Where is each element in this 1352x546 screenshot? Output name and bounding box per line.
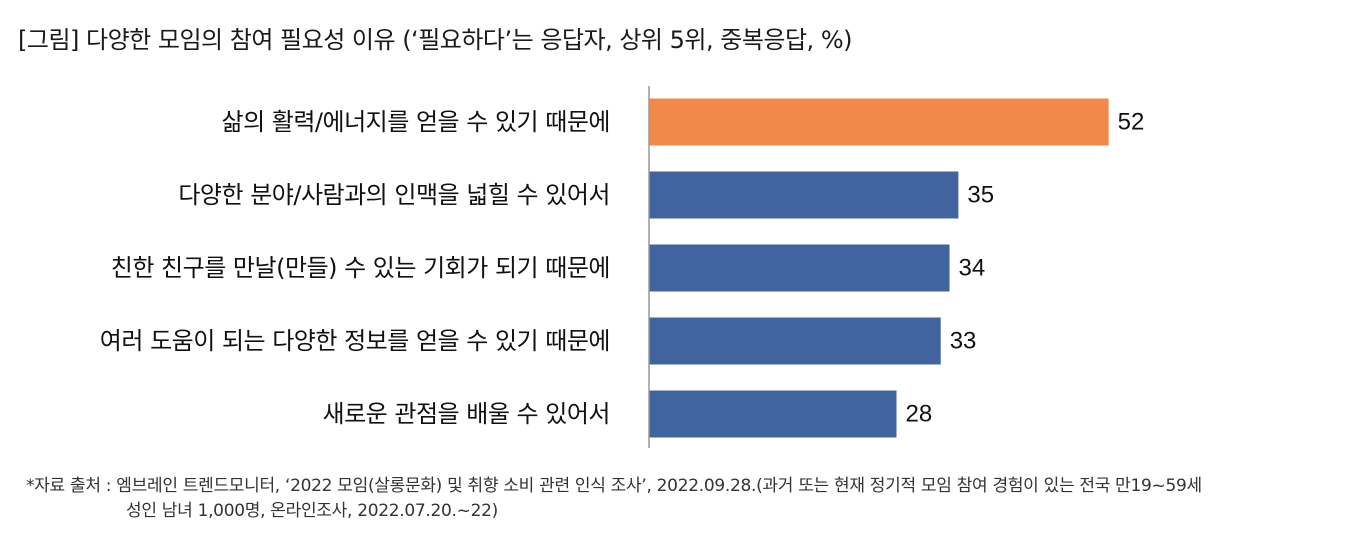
chart-title: [그림] 다양한 모임의 참여 필요성 이유 (‘필요하다’는 응답자, 상위 … [18, 26, 853, 54]
category-label: 삶의 활력/에너지를 얻을 수 있기 때문에 [221, 108, 610, 136]
value-label: 34 [959, 255, 986, 282]
value-label: 28 [906, 401, 933, 428]
category-label: 친한 친구를 만날(만들) 수 있는 기회가 되기 때문에 [111, 254, 610, 282]
value-label: 35 [967, 182, 994, 209]
bar [649, 98, 1109, 146]
category-label: 다양한 분야/사람과의 인맥을 넓힐 수 있어서 [178, 181, 610, 209]
source-line-2: 성인 남녀 1,000명, 온라인조사, 2022.07.20.~22) [126, 501, 498, 521]
category-label: 여러 도움이 되는 다양한 정보를 얻을 수 있기 때문에 [100, 327, 610, 355]
value-label: 52 [1118, 109, 1145, 136]
bar [649, 317, 941, 365]
bar [649, 171, 959, 219]
source-line-1: *자료 출처 : 엠브레인 트렌드모니터, ‘2022 모임(살롱문화) 및 취… [26, 476, 1202, 496]
value-label: 33 [950, 328, 977, 355]
bar [649, 390, 897, 438]
source-note: *자료 출처 : 엠브레인 트렌드모니터, ‘2022 모임(살롱문화) 및 취… [26, 474, 1202, 524]
bars-layer: 삶의 활력/에너지를 얻을 수 있기 때문에 52 다양한 분야/사람과의 인맥을 … [100, 98, 1145, 438]
category-label: 새로운 관점을 배울 수 있어서 [323, 400, 610, 428]
bar [649, 244, 950, 292]
